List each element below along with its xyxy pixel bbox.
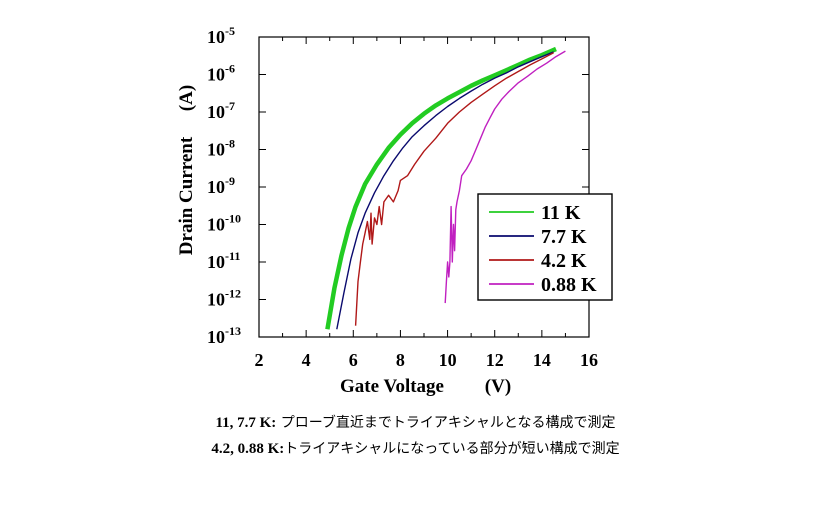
x-tick-label: 6 xyxy=(349,350,358,370)
legend-label: 0.88 K xyxy=(541,274,597,296)
x-tick-labels: 2 4 6 8 10 12 14 16 xyxy=(255,350,599,370)
y-tick-label: 10-5 xyxy=(207,24,235,47)
series-line xyxy=(354,52,554,326)
caption-2-text: トライアキシャルになっている部分が短い構成で測定 xyxy=(284,441,620,457)
y-tick-base: 10 xyxy=(207,65,225,85)
y-tick-exponent: -6 xyxy=(225,62,235,76)
x-tick-label: 8 xyxy=(396,350,405,370)
legend: 11 K7.7 K4.2 K0.88 K xyxy=(477,193,613,301)
y-tick-label: 10-7 xyxy=(207,99,235,122)
series-line xyxy=(444,50,566,304)
y-tick-base: 10 xyxy=(207,102,225,122)
legend-label: 4.2 K xyxy=(541,250,587,272)
y-tick-base: 10 xyxy=(207,290,225,310)
series-line xyxy=(336,51,554,330)
y-tick-base: 10 xyxy=(207,252,225,272)
y-tick-label: 10-13 xyxy=(207,324,241,347)
y-tick-label: 10-10 xyxy=(207,212,241,235)
series-line xyxy=(325,46,557,330)
x-axis-label: Gate Voltage xyxy=(340,376,444,397)
legend-items: 11 K7.7 K4.2 K0.88 K xyxy=(489,202,597,296)
y-tick-label: 10-12 xyxy=(207,287,241,310)
y-tick-base: 10 xyxy=(207,27,225,47)
y-tick-exponent: -11 xyxy=(225,249,240,263)
legend-label: 7.7 K xyxy=(541,226,587,248)
y-tick-label: 10-11 xyxy=(207,249,240,272)
y-axis-unit: (A) xyxy=(176,85,197,111)
caption-2-label: 4.2, 0.88 K: xyxy=(211,441,285,457)
y-axis-label: Drain Current xyxy=(176,136,197,255)
x-tick-label: 16 xyxy=(580,350,598,370)
caption-1-text: プローブ直近までトライアキシャルとなる構成で測定 xyxy=(276,415,616,431)
y-tick-base: 10 xyxy=(207,215,225,235)
legend-label: 11 K xyxy=(541,202,581,224)
caption-line-2: 4.2, 0.88 K:トライアキシャルになっている部分が短い構成で測定 xyxy=(0,438,831,458)
x-axis-unit: (V) xyxy=(485,376,511,397)
caption-line-1: 11, 7.7 K: プローブ直近までトライアキシャルとなる構成で測定 xyxy=(0,412,831,432)
x-tick-label: 12 xyxy=(486,350,504,370)
y-tick-exponent: -13 xyxy=(225,324,241,338)
series-lines xyxy=(325,46,566,330)
y-tick-label: 10-8 xyxy=(207,137,235,160)
y-tick-base: 10 xyxy=(207,177,225,197)
y-tick-label: 10-9 xyxy=(207,174,235,197)
x-tick-label: 4 xyxy=(302,350,311,370)
y-tick-base: 10 xyxy=(207,327,225,347)
x-tick-label: 10 xyxy=(439,350,457,370)
y-tick-exponent: -10 xyxy=(225,212,241,226)
y-tick-base: 10 xyxy=(207,140,225,160)
y-tick-exponent: -8 xyxy=(225,137,235,151)
y-tick-exponent: -9 xyxy=(225,174,235,188)
y-tick-exponent: -7 xyxy=(225,99,235,113)
caption-1-label: 11, 7.7 K: xyxy=(215,415,277,431)
y-tick-label: 10-6 xyxy=(207,62,235,85)
y-tick-exponent: -5 xyxy=(225,24,235,38)
y-tick-exponent: -12 xyxy=(225,287,241,301)
x-tick-label: 14 xyxy=(533,350,551,370)
x-tick-label: 2 xyxy=(255,350,264,370)
